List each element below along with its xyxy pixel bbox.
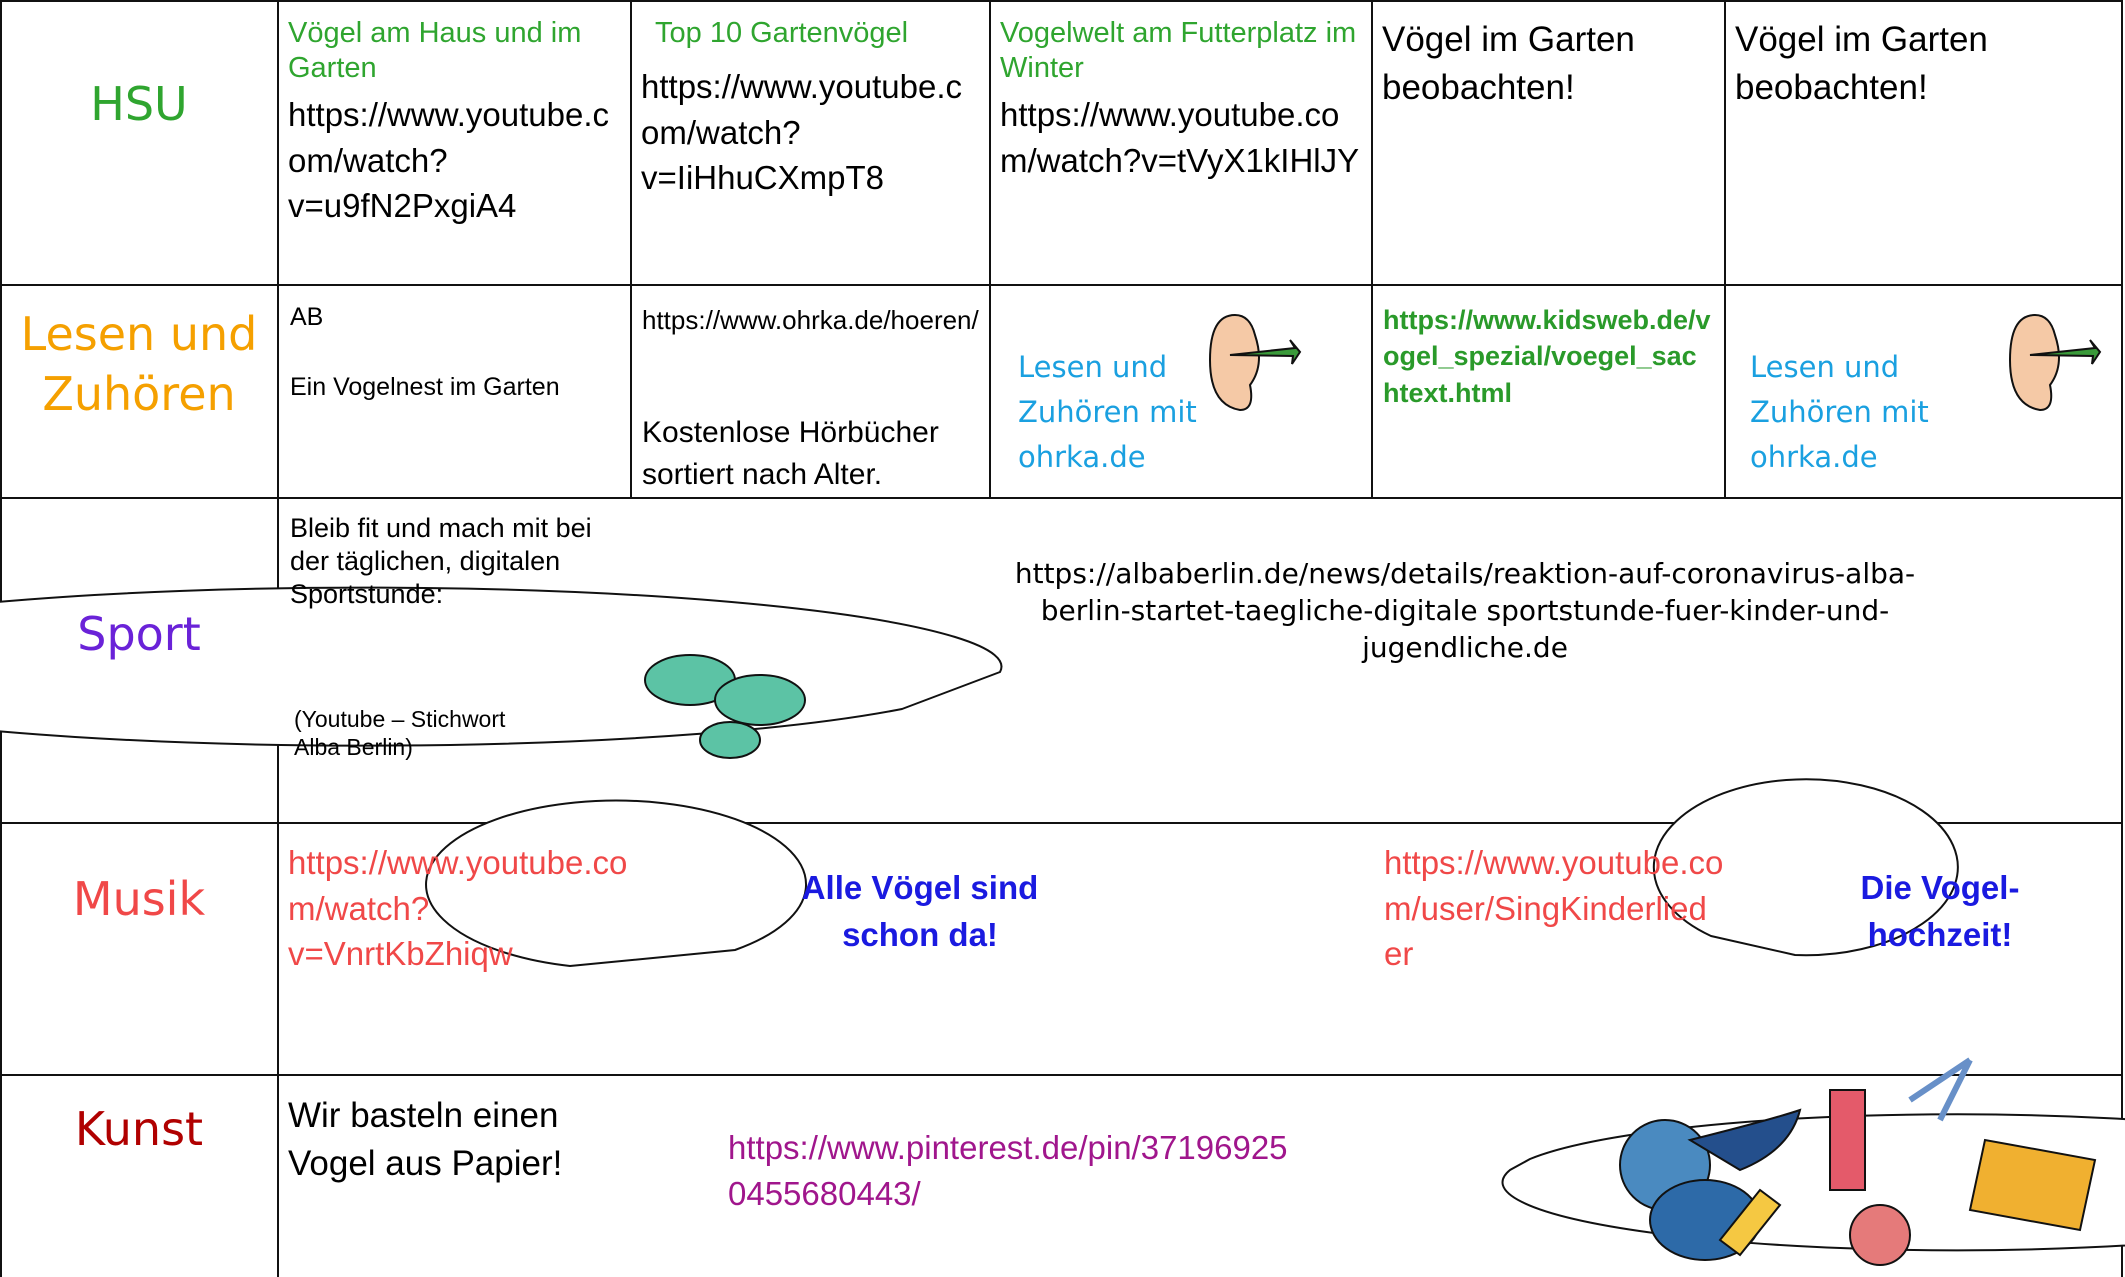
video-link: https://www.youtube.com/watch?v=tVyX1kIH… bbox=[1000, 96, 1360, 179]
subject: Kunst bbox=[74, 1102, 204, 1156]
video-link: https://www.youtube.com/watch?v=u9fN2Pxg… bbox=[288, 96, 609, 225]
video-title: Vogelwelt am Futterplatz im Winter bbox=[1000, 17, 1357, 84]
sport-note: (Youtube – Stichwort Alba Berlin) bbox=[294, 706, 506, 761]
pinterest-link: https://www.pinterest.de/pin/37196925045… bbox=[728, 1129, 1288, 1212]
subject: Lesen und Zuhören bbox=[20, 307, 258, 421]
ohrka-text: Kostenlose Hörbücher sortiert nach Alter… bbox=[642, 416, 939, 491]
kidsweb-link: https://www.kidsweb.de/vogel_spezial/voe… bbox=[1383, 305, 1711, 408]
video-link: https://www.youtube.com/watch?v=IiHhuCXm… bbox=[641, 68, 962, 197]
ohrka-hint: Lesen und Zuhören mit ohrka.de bbox=[1018, 350, 1197, 474]
ohrka-hint: Lesen und Zuhören mit ohrka.de bbox=[1750, 350, 1929, 474]
ohrka-link: https://www.ohrka.de/hoeren/ bbox=[642, 305, 979, 335]
music-bubble-text: Die Vogel-hochzeit! bbox=[1860, 869, 2020, 953]
worksheet-label: AB bbox=[290, 303, 324, 331]
video-title: Vögel am Haus und im Garten bbox=[288, 17, 582, 84]
subject: Sport bbox=[77, 607, 201, 661]
hsu-text: Vögel im Garten beobachten! bbox=[1735, 20, 1988, 108]
music-link: https://www.youtube.com/watch?v=VnrtKbZh… bbox=[288, 844, 628, 973]
music-link: https://www.youtube.com/user/SingKinderl… bbox=[1384, 844, 1724, 973]
video-title: Top 10 Gartenvögel bbox=[655, 17, 909, 49]
music-bubble-text: Alle Vögel sind schon da! bbox=[801, 869, 1039, 953]
craft-text: Wir basteln einen Vogel aus Papier! bbox=[288, 1096, 563, 1184]
subject: Musik bbox=[72, 872, 206, 926]
hsu-text: Vögel im Garten beobachten! bbox=[1382, 20, 1635, 108]
worksheet-text: Ein Vogelnest im Garten bbox=[290, 373, 560, 401]
subject: HSU bbox=[90, 77, 188, 131]
sport-bubble-text: https://albaberlin.de/news/details/reakt… bbox=[1014, 557, 1916, 663]
sport-text: Bleib fit und mach mit bei der täglichen… bbox=[290, 513, 592, 609]
